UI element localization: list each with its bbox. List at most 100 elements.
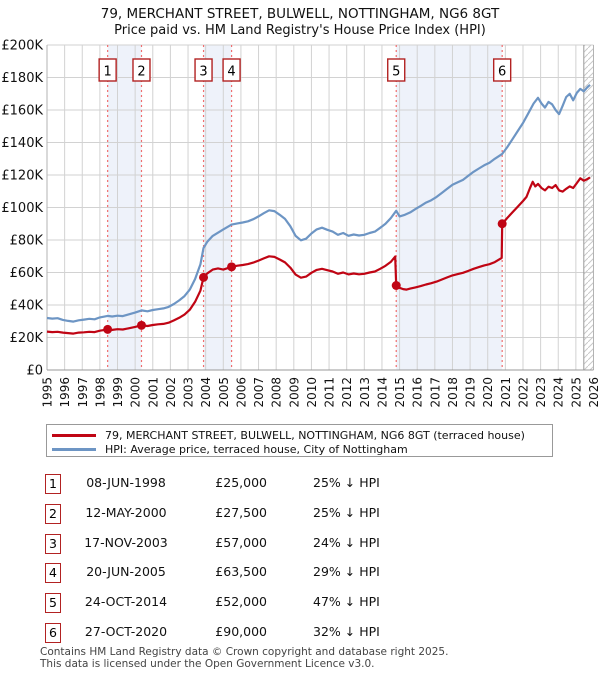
x-tick-label: 2026 xyxy=(587,377,600,408)
y-tick-label: £120K xyxy=(1,169,43,184)
sale-dot xyxy=(136,320,146,330)
x-tick-label: 2011 xyxy=(323,377,337,408)
x-tick-label: 2000 xyxy=(129,377,143,408)
x-tick-label: 2023 xyxy=(534,377,548,408)
table-row: 6 27-OCT-2020 £90,000 32% ↓ HPI xyxy=(0,623,600,645)
sale-badge-number: 2 xyxy=(137,65,145,80)
hpi-line xyxy=(46,83,591,323)
sale-hpi-delta: 32% ↓ HPI xyxy=(313,624,380,639)
x-tick-label: 2016 xyxy=(411,377,425,408)
price-history-chart: 1 2 3 4 5 6 £0 £20K £40K £60K £80K £100K £120K £140K… xyxy=(1,39,600,408)
table-row: 3 17-NOV-2003 £57,000 24% ↓ HPI xyxy=(0,533,600,556)
x-tick-label: 2002 xyxy=(164,377,178,408)
x-tick-label: 2009 xyxy=(287,377,301,408)
sale-number-badge: 2 xyxy=(45,503,61,524)
legend-entry-hpi: HPI: Average price, terraced house, City… xyxy=(47,443,552,457)
y-tick-label: £40K xyxy=(10,299,44,314)
sale-dot xyxy=(497,219,507,229)
sale-badge-box xyxy=(194,58,213,82)
x-tick-label: 2003 xyxy=(182,377,196,408)
sale-price: £63,500 xyxy=(215,564,267,580)
x-tick-label: 1999 xyxy=(111,377,125,408)
y-tick-label: £140K xyxy=(1,136,43,151)
x-tick-label: 2025 xyxy=(569,377,583,408)
sale-date: 08-JUN-1998 xyxy=(86,475,166,490)
sale-badge-box xyxy=(132,58,151,82)
y-tick-label: £60K xyxy=(10,266,44,281)
price-paid-line xyxy=(46,176,591,335)
sale-date: 12-MAY-2000 xyxy=(85,504,167,520)
license-footer: Contains HM Land Registry data © Crown c… xyxy=(40,646,600,670)
sale-number-badge: 6 xyxy=(45,623,61,643)
sale-badge-box xyxy=(387,58,406,82)
x-tick-label: 2007 xyxy=(252,377,266,408)
sale-hpi-delta: 25% ↓ HPI xyxy=(313,504,380,520)
sale-date: 27-OCT-2020 xyxy=(84,624,168,639)
sale-hpi-delta: 47% ↓ HPI xyxy=(313,594,380,610)
y-tick-label: £180K xyxy=(1,71,43,86)
x-tick-label: 2018 xyxy=(446,377,460,408)
x-tick-label: 1995 xyxy=(41,377,55,408)
sale-price: £90,000 xyxy=(215,624,267,639)
x-axis-labels: 1995 1996 1997 1998 1999 2000 2001 2002 2003 2004… xyxy=(41,377,600,408)
x-tick-label: 2021 xyxy=(499,377,513,408)
legend-label: HPI: Average price, terraced house, City… xyxy=(105,443,408,456)
x-tick-label: 1997 xyxy=(76,377,90,408)
x-tick-label: 2012 xyxy=(340,377,354,408)
y-tick-label: £200K xyxy=(1,39,43,54)
sale-number-badge: 5 xyxy=(45,593,61,614)
sale-badge-box xyxy=(98,58,117,82)
plot-frame xyxy=(46,45,594,371)
x-tick-label: 2008 xyxy=(270,377,284,408)
legend-entry-price: 79, MERCHANT STREET, BULWELL, NOTTINGHAM… xyxy=(47,429,552,443)
sale-price: £52,000 xyxy=(215,594,267,610)
sale-badge-box xyxy=(222,58,241,82)
sale-number-badge: 1 xyxy=(45,474,61,494)
sale-date: 24-OCT-2014 xyxy=(84,594,168,610)
x-tick-label: 2022 xyxy=(516,377,530,408)
sale-dot xyxy=(199,272,209,282)
x-tick-label: 2017 xyxy=(428,377,442,408)
sale-price: £27,500 xyxy=(215,504,267,520)
x-tick-label: 1996 xyxy=(58,377,72,408)
sale-number-badge: 4 xyxy=(45,563,61,584)
x-tick-label: 2006 xyxy=(234,377,248,408)
page-title: 79, MERCHANT STREET, BULWELL, NOTTINGHAM… xyxy=(100,6,500,22)
legend-label: 79, MERCHANT STREET, BULWELL, NOTTINGHAM… xyxy=(105,429,525,442)
y-tick-label: £20K xyxy=(10,331,44,346)
future-region xyxy=(583,45,594,370)
x-tick-label: 1998 xyxy=(93,377,107,408)
sale-date: 17-NOV-2003 xyxy=(84,534,168,550)
x-tick-label: 2015 xyxy=(393,377,407,408)
sale-dot xyxy=(227,262,237,272)
x-tick-label: 2019 xyxy=(464,377,478,408)
x-tick-label: 2024 xyxy=(552,377,566,408)
sale-dot xyxy=(391,281,401,290)
y-axis-labels: £0 £20K £40K £60K £80K £100K £120K £140K £160K £1… xyxy=(1,39,43,379)
table-row: 1 08-JUN-1998 £25,000 25% ↓ HPI xyxy=(0,474,600,496)
license-line-1: Contains HM Land Registry data © Crown c… xyxy=(40,646,449,658)
sale-date: 20-JUN-2005 xyxy=(86,564,166,580)
sale-badge-number: 5 xyxy=(392,65,400,80)
page-subtitle: Price paid vs. HM Land Registry's House … xyxy=(114,23,486,38)
y-tick-label: £100K xyxy=(1,201,43,216)
x-tick-label: 2005 xyxy=(217,377,231,408)
x-tick-label: 2020 xyxy=(481,377,495,408)
sale-price: £57,000 xyxy=(215,534,267,550)
y-tick-label: £160K xyxy=(1,104,43,119)
sale-badge-number: 6 xyxy=(498,65,506,80)
future-hatch xyxy=(583,45,594,370)
y-tick-label: £80K xyxy=(10,234,44,249)
price-line-swatch xyxy=(52,433,96,437)
sale-hpi-delta: 29% ↓ HPI xyxy=(313,564,380,580)
sale-price: £25,000 xyxy=(215,475,267,490)
x-tick-label: 2004 xyxy=(199,377,213,408)
sale-badge-number: 4 xyxy=(227,65,235,80)
chart-legend: 79, MERCHANT STREET, BULWELL, NOTTINGHAM… xyxy=(46,424,553,457)
x-tick-label: 2014 xyxy=(375,377,389,408)
sale-point-dots xyxy=(103,219,507,334)
sale-badge-box xyxy=(492,58,512,82)
sale-hpi-delta: 25% ↓ HPI xyxy=(313,475,380,490)
hpi-line-swatch xyxy=(52,447,96,451)
